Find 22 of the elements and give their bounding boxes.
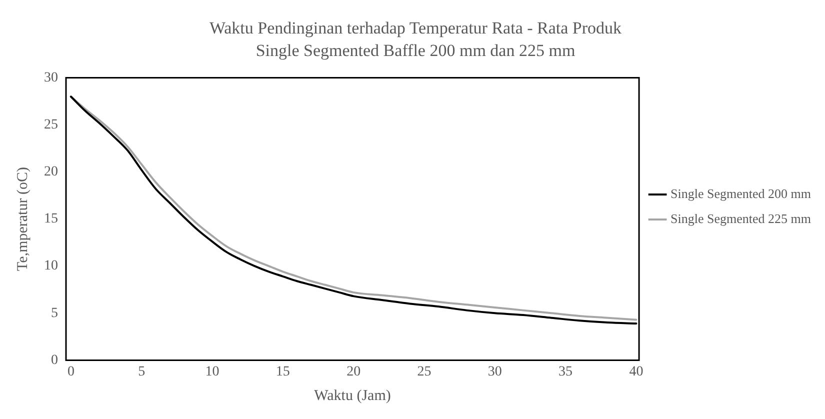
- x-tick-label: 5: [138, 364, 146, 380]
- y-tick-label: 15: [44, 212, 58, 227]
- y-tick-label: 25: [44, 118, 58, 133]
- legend-label: Single Segmented 200 mm: [670, 186, 812, 201]
- x-tick-label: 10: [205, 364, 220, 380]
- y-tick-label: 30: [44, 70, 58, 86]
- y-tick-label: 10: [44, 258, 58, 274]
- x-tick-label: 20: [346, 364, 361, 380]
- y-tick-label: 20: [44, 164, 58, 180]
- x-tick-label: 30: [488, 364, 502, 380]
- x-tick-label: 25: [417, 364, 432, 380]
- x-tick-label: 15: [276, 364, 290, 380]
- x-axis-title: Waktu (Jam): [314, 388, 391, 404]
- y-tick-label: 0: [51, 352, 58, 368]
- x-tick-label: 35: [558, 364, 573, 380]
- x-tick-label: 40: [629, 364, 644, 380]
- y-tick-label: 5: [51, 306, 58, 321]
- chart-subtitle: Single Segmented Baffle 200 mm dan 225 mm: [256, 41, 576, 60]
- y-axis-title: Te,mperatur (oC): [14, 167, 31, 271]
- chart-title: Waktu Pendinginan terhadap Temperatur Rata - Rata Produk: [209, 18, 622, 38]
- legend-label: Single Segmented 225 mm: [670, 210, 812, 226]
- x-tick-label: 0: [67, 364, 74, 380]
